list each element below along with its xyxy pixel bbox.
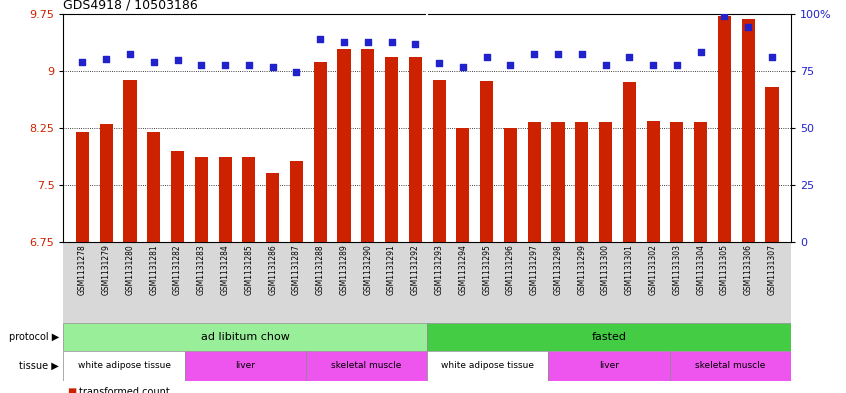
Point xyxy=(741,24,755,30)
Point xyxy=(171,57,184,63)
Point xyxy=(623,54,636,60)
Text: white adipose tissue: white adipose tissue xyxy=(78,362,171,370)
Bar xyxy=(548,351,670,381)
Bar xyxy=(76,132,89,242)
Bar xyxy=(427,323,791,351)
Bar xyxy=(290,161,303,242)
Point xyxy=(694,49,707,55)
Bar xyxy=(575,122,588,242)
Text: ad libitum chow: ad libitum chow xyxy=(201,332,290,342)
Point xyxy=(218,62,232,68)
Text: skeletal muscle: skeletal muscle xyxy=(695,362,766,370)
Bar xyxy=(694,122,707,242)
Point xyxy=(527,51,541,57)
Bar xyxy=(432,80,446,242)
Bar xyxy=(171,151,184,242)
Text: fasted: fasted xyxy=(591,332,627,342)
Point xyxy=(124,51,137,57)
Bar xyxy=(718,16,731,242)
Text: tissue ▶: tissue ▶ xyxy=(19,361,59,371)
Point xyxy=(314,36,327,42)
Bar xyxy=(409,57,422,242)
Point xyxy=(409,41,422,47)
Bar xyxy=(218,156,232,242)
Point xyxy=(670,62,684,68)
Bar xyxy=(124,80,136,242)
Point xyxy=(575,51,589,57)
Bar xyxy=(456,128,470,242)
Text: liver: liver xyxy=(235,362,255,370)
Point xyxy=(552,51,565,57)
Bar xyxy=(184,351,306,381)
Text: ■: ■ xyxy=(67,387,76,393)
Point xyxy=(385,39,398,45)
Point xyxy=(456,64,470,70)
Bar xyxy=(766,88,778,242)
Bar xyxy=(670,351,791,381)
Text: protocol ▶: protocol ▶ xyxy=(9,332,59,342)
Bar xyxy=(314,62,327,242)
Point xyxy=(195,62,208,68)
Point xyxy=(599,62,613,68)
Bar xyxy=(63,351,184,381)
Bar xyxy=(599,122,613,242)
Point xyxy=(289,69,303,75)
Bar xyxy=(195,156,208,242)
Bar xyxy=(427,351,548,381)
Bar xyxy=(481,81,493,242)
Bar xyxy=(385,57,398,242)
Point xyxy=(361,39,375,45)
Bar xyxy=(528,122,541,242)
Bar xyxy=(338,50,350,242)
Point xyxy=(480,54,493,60)
Point xyxy=(503,62,517,68)
Bar xyxy=(100,124,113,242)
Bar xyxy=(266,173,279,242)
Point xyxy=(75,59,89,65)
Bar xyxy=(504,128,517,242)
Bar xyxy=(306,351,427,381)
Point xyxy=(147,59,161,65)
Bar xyxy=(623,82,636,242)
Point xyxy=(100,55,113,62)
Bar xyxy=(147,132,161,242)
Text: liver: liver xyxy=(599,362,619,370)
Bar xyxy=(742,19,755,242)
Bar xyxy=(670,122,684,242)
Bar xyxy=(63,323,427,351)
Bar xyxy=(242,156,255,242)
Point xyxy=(432,60,446,66)
Point xyxy=(242,62,255,68)
Text: transformed count: transformed count xyxy=(79,387,169,393)
Text: GDS4918 / 10503186: GDS4918 / 10503186 xyxy=(63,0,198,11)
Point xyxy=(266,64,279,70)
Text: white adipose tissue: white adipose tissue xyxy=(442,362,535,370)
Point xyxy=(646,62,660,68)
Point xyxy=(338,39,351,45)
Bar xyxy=(646,121,660,242)
Bar xyxy=(552,122,564,242)
Point xyxy=(766,54,779,60)
Point xyxy=(717,13,731,19)
Bar xyxy=(361,50,374,242)
Text: skeletal muscle: skeletal muscle xyxy=(332,362,402,370)
